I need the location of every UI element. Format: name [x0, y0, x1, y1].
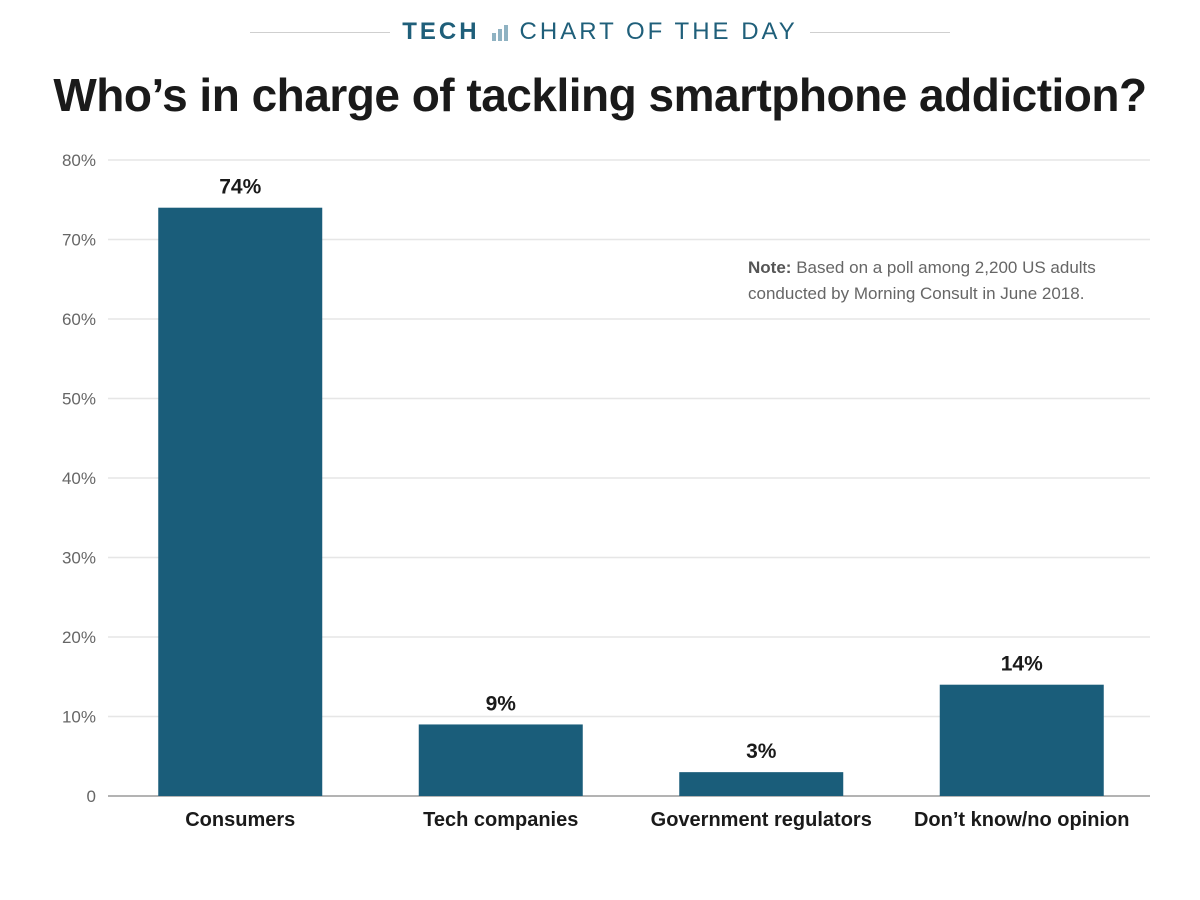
data-label: 74%: [219, 176, 261, 199]
header-rule-left: [250, 32, 390, 33]
y-tick-label: 30%: [62, 549, 96, 568]
chart-note: Note: Based on a poll among 2,200 US adu…: [748, 255, 1168, 307]
header-kicker: TECH CHART OF THE DAY: [390, 14, 810, 50]
y-tick-label: 70%: [62, 231, 96, 250]
bar: [418, 724, 583, 796]
y-tick-label: 10%: [62, 708, 96, 727]
data-label: 3%: [746, 740, 777, 763]
kicker-section: TECH: [402, 18, 480, 45]
note-text: Based on a poll among 2,200 US adults co…: [748, 258, 1096, 303]
x-tick-label: Consumers: [185, 809, 295, 831]
note-label: Note:: [748, 258, 792, 277]
data-label: 9%: [486, 692, 517, 715]
y-tick-label: 20%: [62, 628, 96, 647]
y-tick-label: 40%: [62, 469, 96, 488]
data-label: 14%: [1001, 653, 1043, 676]
chart-title: Who’s in charge of tackling smartphone a…: [53, 69, 1147, 121]
y-tick-label: 50%: [62, 390, 96, 409]
y-tick-label: 60%: [62, 310, 96, 329]
x-tick-label: Government regulators: [651, 809, 872, 831]
chart-header: TECH CHART OF THE DAY: [0, 14, 1200, 50]
y-tick-label: 0: [87, 787, 96, 806]
kicker-title: CHART OF THE DAY: [519, 18, 798, 45]
bar: [679, 772, 844, 796]
bar-chart-icon: [491, 23, 508, 41]
x-tick-label: Don’t know/no opinion: [914, 809, 1130, 831]
bar: [158, 207, 323, 796]
header-rule-right: [810, 32, 950, 33]
bar: [939, 684, 1104, 796]
y-tick-label: 80%: [62, 151, 96, 170]
x-tick-label: Tech companies: [423, 809, 578, 831]
